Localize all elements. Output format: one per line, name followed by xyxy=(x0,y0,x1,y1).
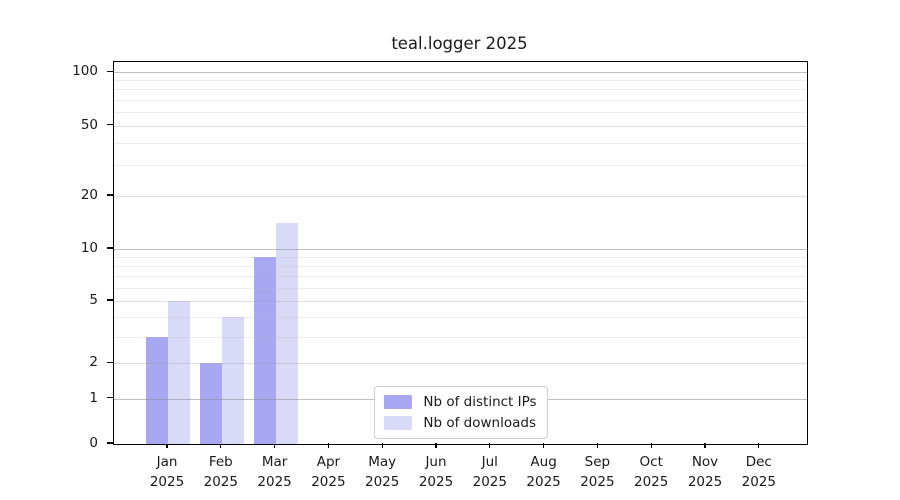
y-axis-tick-mark-2 xyxy=(107,361,113,364)
gridline-y-10 xyxy=(114,249,807,251)
x-axis-year-feb: 2025 xyxy=(203,474,238,490)
x-axis-tick-mark-feb xyxy=(220,443,222,448)
x-axis-tick-label-feb: Feb 2025 xyxy=(189,452,253,492)
gridline-y-100 xyxy=(114,72,807,74)
gridline-y-7 xyxy=(114,275,807,277)
gridline-y-20 xyxy=(114,196,807,198)
bar-distinct_ips-mar xyxy=(253,257,276,444)
chart-title: teal.logger 2025 xyxy=(391,34,528,53)
y-axis-tick-label-20: 20 xyxy=(80,187,98,204)
x-axis-month-nov: Nov xyxy=(691,454,719,470)
x-axis-month-jan: Jan xyxy=(156,454,178,470)
gridline-y-80 xyxy=(114,89,807,91)
x-axis-tick-mark-sep xyxy=(596,443,599,448)
gridline-y-9 xyxy=(114,257,807,259)
gridline-y-50 xyxy=(114,125,807,127)
x-axis-month-apr: Apr xyxy=(316,454,341,470)
x-axis-year-apr: 2025 xyxy=(311,474,346,490)
y-axis-tick-mark-20 xyxy=(107,194,113,196)
legend-label-downloads: Nb of downloads xyxy=(423,415,536,431)
x-axis-tick-mark-apr xyxy=(327,443,330,448)
bar-downloads-jan xyxy=(168,300,190,444)
x-axis-tick-mark-nov xyxy=(704,443,706,448)
x-axis-year-nov: 2025 xyxy=(687,474,723,490)
y-axis-tick-mark-100 xyxy=(107,70,113,72)
y-axis-tick-mark-50 xyxy=(107,123,113,126)
x-axis-month-sep: Sep xyxy=(584,454,611,470)
legend-entry-downloads: Nb of downloads xyxy=(383,415,536,431)
gridline-y-8 xyxy=(114,265,807,267)
y-axis-tick-mark-1 xyxy=(107,396,113,399)
legend-entry-distinct-ips: Nb of distinct IPs xyxy=(383,394,537,410)
y-axis-tick-label-100: 100 xyxy=(72,63,98,80)
x-axis-tick-label-apr: Apr 2025 xyxy=(296,452,360,492)
x-axis-tick-label-may: May 2025 xyxy=(350,452,414,492)
gridline-y-40 xyxy=(114,142,807,144)
y-axis-tick-mark-5 xyxy=(107,299,113,301)
gridline-y-70 xyxy=(114,99,807,101)
x-axis-tick-mark-jan xyxy=(166,443,168,448)
x-axis-month-jun: Jun xyxy=(425,454,447,470)
x-axis-month-aug: Aug xyxy=(530,454,557,470)
x-axis-tick-mark-oct xyxy=(650,443,652,448)
bar-distinct_ips-feb xyxy=(199,363,222,444)
x-axis-month-feb: Feb xyxy=(208,454,233,470)
gridline-y-4 xyxy=(114,317,807,319)
x-axis-month-jul: Jul xyxy=(481,454,498,470)
x-axis-tick-mark-jun xyxy=(435,443,437,448)
gridline-y-3 xyxy=(114,337,807,339)
x-axis-year-oct: 2025 xyxy=(634,474,669,490)
x-axis-tick-mark-may xyxy=(381,443,383,448)
gridline-y-60 xyxy=(114,111,807,113)
x-axis-month-dec: Dec xyxy=(745,454,772,470)
plot-area: Nb of distinct IPs Nb of downloads xyxy=(113,61,808,445)
bar-downloads-mar xyxy=(275,223,298,444)
x-axis-month-oct: Oct xyxy=(639,454,663,470)
y-axis-tick-label-1: 1 xyxy=(89,389,98,406)
x-axis-year-dec: 2025 xyxy=(741,474,776,490)
x-axis-tick-label-dec: Dec 2025 xyxy=(727,452,791,492)
legend-swatch-distinct-ips xyxy=(383,395,412,409)
legend: Nb of distinct IPs Nb of downloads xyxy=(373,386,548,439)
x-axis-month-may: May xyxy=(368,454,397,470)
y-axis-tick-label-2: 2 xyxy=(89,354,98,371)
x-axis-year-jan: 2025 xyxy=(149,474,185,490)
x-axis-month-mar: Mar xyxy=(261,454,288,470)
gridline-y-5 xyxy=(114,300,807,302)
x-axis-year-jun: 2025 xyxy=(418,474,454,490)
x-axis-tick-mark-aug xyxy=(542,443,545,448)
x-axis-year-jul: 2025 xyxy=(472,474,507,490)
x-axis-tick-mark-mar xyxy=(273,443,276,448)
bar-distinct_ips-jan xyxy=(146,337,168,444)
bar-downloads-feb xyxy=(221,317,244,444)
x-axis-tick-label-oct: Oct 2025 xyxy=(619,452,683,492)
y-axis-tick-label-10: 10 xyxy=(80,240,98,257)
x-axis-tick-label-jul: Jul 2025 xyxy=(458,452,522,492)
gridline-y-2 xyxy=(114,363,807,365)
x-axis-year-mar: 2025 xyxy=(257,474,292,490)
legend-label-distinct-ips: Nb of distinct IPs xyxy=(423,394,537,410)
y-axis-tick-mark-0 xyxy=(107,442,113,444)
legend-swatch-downloads xyxy=(383,416,412,430)
y-axis-tick-label-5: 5 xyxy=(89,291,98,308)
y-axis-tick-label-0: 0 xyxy=(89,435,98,451)
x-axis-tick-mark-jul xyxy=(489,443,491,448)
x-axis-tick-label-jan: Jan 2025 xyxy=(135,452,199,492)
x-axis-tick-label-jun: Jun 2025 xyxy=(404,452,468,492)
x-axis-year-may: 2025 xyxy=(365,474,400,490)
x-axis-tick-label-nov: Nov 2025 xyxy=(673,452,737,492)
x-axis-year-sep: 2025 xyxy=(580,474,615,490)
x-axis-tick-label-sep: Sep 2025 xyxy=(565,452,629,492)
y-axis-tick-label-50: 50 xyxy=(80,116,98,133)
x-axis-tick-mark-dec xyxy=(758,443,760,448)
gridline-y-30 xyxy=(114,164,807,166)
y-axis-tick-mark-10 xyxy=(107,247,113,249)
x-axis-tick-label-mar: Mar 2025 xyxy=(243,452,307,492)
x-axis-year-aug: 2025 xyxy=(526,474,561,490)
x-axis-tick-label-aug: Aug 2025 xyxy=(512,452,576,492)
gridline-y-90 xyxy=(114,80,807,82)
gridline-y-6 xyxy=(114,287,807,289)
